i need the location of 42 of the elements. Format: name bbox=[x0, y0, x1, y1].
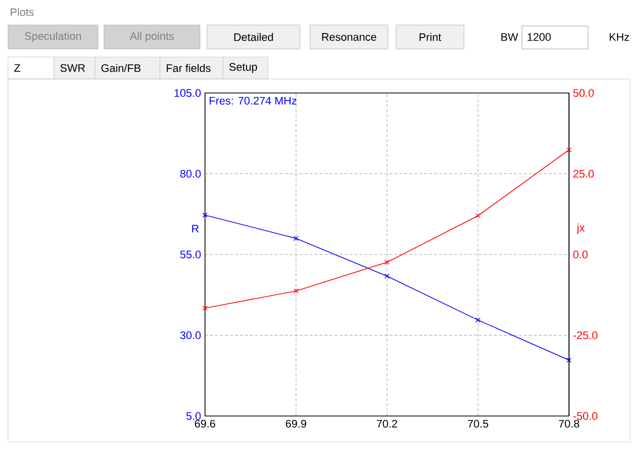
y2-tick-label: 25.0 bbox=[573, 170, 594, 178]
text: All points bbox=[130, 32, 174, 42]
point bbox=[384, 260, 390, 265]
text: Print bbox=[420, 32, 442, 41]
x-tick-label: 70.2 bbox=[376, 420, 398, 428]
point bbox=[384, 274, 390, 279]
text: KHz bbox=[610, 33, 630, 41]
point bbox=[202, 212, 208, 218]
text: Resonance bbox=[322, 33, 376, 41]
y-tick-label: 80.0 bbox=[180, 170, 201, 178]
y2-tick-label: -25.0 bbox=[573, 331, 598, 340]
y2-tick-label: -50.0 bbox=[573, 412, 598, 420]
y-tick-label: 105.0 bbox=[174, 89, 201, 97]
text: 1200 bbox=[528, 33, 551, 41]
point bbox=[566, 358, 572, 363]
y-tick-label: 5.0 bbox=[186, 412, 201, 420]
text: SWR bbox=[60, 64, 85, 72]
text: BW bbox=[501, 33, 518, 41]
x-tick-label: 69.6 bbox=[194, 420, 216, 428]
point bbox=[293, 236, 299, 241]
y-tick-label: 30.0 bbox=[180, 331, 201, 340]
annotation: Fres: 70.274 MHz bbox=[210, 96, 296, 105]
text: Z bbox=[14, 64, 20, 72]
text: Detailed bbox=[234, 32, 273, 42]
text: Setup bbox=[229, 63, 258, 73]
point bbox=[475, 213, 481, 218]
x-tick-label: 69.9 bbox=[286, 420, 306, 428]
y2-axis-title: jx bbox=[576, 224, 585, 234]
x-tick-label: 70.8 bbox=[558, 420, 580, 428]
point bbox=[475, 318, 481, 323]
y-tick-label: 55.0 bbox=[180, 250, 201, 258]
text: Speculation bbox=[24, 32, 81, 42]
y2-tick-label: 0.0 bbox=[573, 250, 588, 258]
point bbox=[566, 147, 572, 152]
y2-tick-label: 50.0 bbox=[573, 89, 594, 97]
text: Far fields bbox=[166, 64, 211, 72]
point bbox=[293, 288, 299, 294]
text: Gain/FB bbox=[101, 64, 140, 72]
y-axis-title: R bbox=[192, 224, 199, 232]
text: Plots bbox=[10, 8, 34, 16]
x-tick-label: 70.5 bbox=[468, 420, 488, 428]
point bbox=[202, 306, 208, 311]
